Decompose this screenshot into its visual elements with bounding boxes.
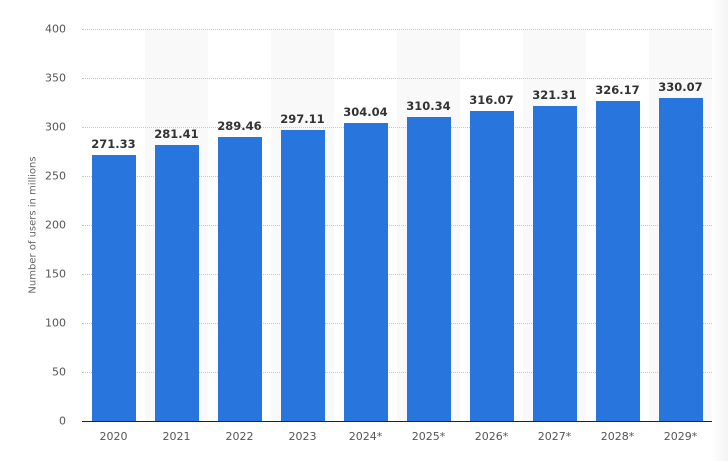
bar-2026 [469, 111, 514, 421]
bar-2027 [532, 106, 577, 421]
bar-value-label: 326.17 [595, 83, 640, 98]
gridline [82, 176, 712, 177]
y-tick-label: 200 [45, 218, 66, 232]
x-tick-label: 2023 [288, 430, 317, 443]
bar-2025 [406, 116, 451, 421]
x-tick-label: 2029* [663, 430, 698, 443]
y-tick-label: 50 [52, 365, 66, 379]
gridline [82, 323, 712, 324]
gridline [82, 29, 712, 30]
x-axis-line [82, 421, 712, 422]
bar-2029 [658, 97, 703, 421]
x-tick-label: 2027* [537, 430, 572, 443]
bar-value-label: 281.41 [154, 127, 199, 142]
y-tick-label: 400 [45, 22, 66, 36]
y-tick-label: 150 [45, 267, 66, 281]
y-tick-label: 0 [59, 414, 66, 428]
x-tick-label: 2025* [411, 430, 446, 443]
bar-value-label: 289.46 [217, 119, 262, 134]
bar-2024 [343, 123, 388, 421]
y-tick-label: 250 [45, 169, 66, 183]
x-tick-label: 2026* [474, 430, 509, 443]
bar-2023 [280, 129, 325, 421]
gridline [82, 78, 712, 79]
bar-2020 [91, 155, 136, 421]
gridline [82, 225, 712, 226]
gridline [82, 127, 712, 128]
bar-value-label: 297.11 [280, 111, 325, 126]
gridline [82, 372, 712, 373]
bar-value-label: 330.07 [658, 79, 703, 94]
bar-value-label: 316.07 [469, 93, 514, 108]
bar-value-label: 271.33 [91, 137, 136, 152]
bar-2021 [154, 145, 199, 421]
x-tick-label: 2021 [162, 430, 191, 443]
y-axis-label: Number of users in millions [27, 156, 39, 294]
right-edge-shade [712, 0, 728, 461]
y-tick-label: 100 [45, 316, 66, 330]
y-tick-label: 300 [45, 120, 66, 134]
bar-2028 [595, 101, 640, 421]
x-tick-label: 2024* [348, 430, 383, 443]
bar-value-label: 310.34 [406, 98, 451, 113]
y-tick-label: 350 [45, 71, 66, 85]
bar-value-label: 321.31 [532, 88, 577, 103]
bar-value-label: 304.04 [343, 105, 388, 120]
x-tick-label: 2020 [99, 430, 128, 443]
x-tick-label: 2022 [225, 430, 254, 443]
x-tick-label: 2028* [600, 430, 635, 443]
bar-2022 [217, 137, 262, 421]
gridline [82, 274, 712, 275]
